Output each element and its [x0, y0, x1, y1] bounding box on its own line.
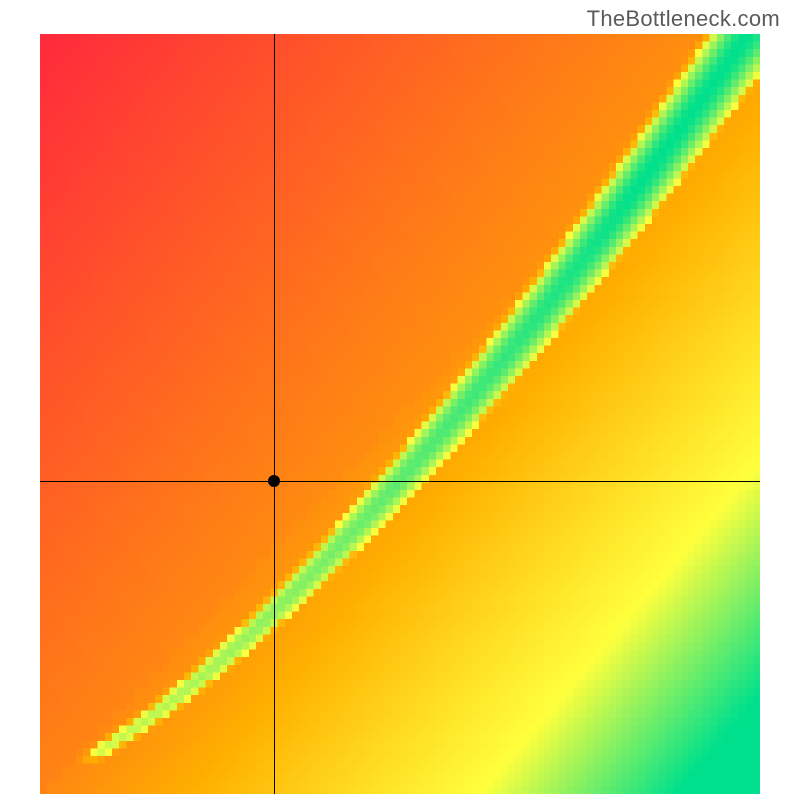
crosshair-point	[268, 475, 280, 487]
crosshair-horizontal	[40, 481, 760, 482]
crosshair-vertical	[274, 34, 275, 794]
heatmap-canvas	[40, 34, 760, 794]
heatmap-chart	[40, 34, 760, 794]
watermark-text: TheBottleneck.com	[587, 6, 780, 32]
